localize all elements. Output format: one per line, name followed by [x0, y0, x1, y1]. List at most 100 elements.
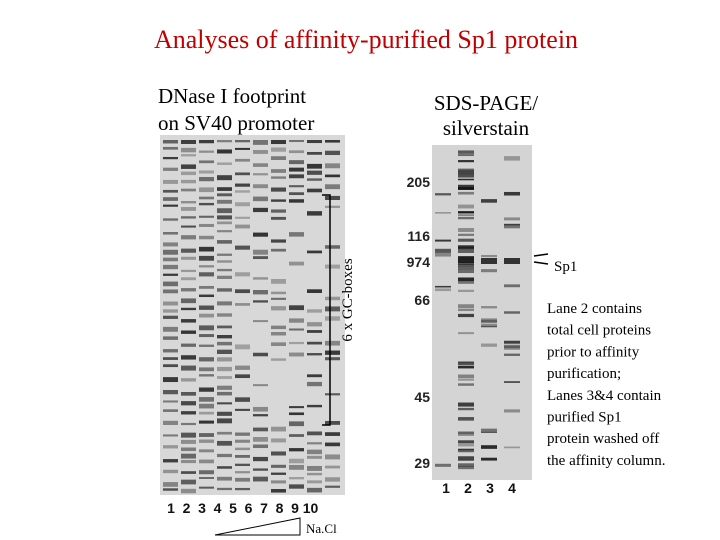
gel-band [199, 215, 214, 218]
gel-band [325, 420, 340, 425]
gel-band [271, 209, 286, 213]
gel-band [235, 374, 250, 379]
gel-band [217, 221, 232, 225]
gel-band [217, 288, 232, 292]
gel-band [199, 344, 214, 347]
gel-band [307, 374, 322, 378]
gel-band [458, 456, 474, 461]
gel-band [163, 197, 178, 201]
gel-band [481, 323, 497, 326]
gel-band [181, 307, 196, 311]
gel-band [458, 211, 474, 214]
gel-band [217, 376, 232, 379]
gel-band [199, 470, 214, 475]
gel-band [217, 431, 232, 435]
gel-band [181, 439, 196, 444]
gel-band [271, 332, 286, 336]
gel-band [181, 447, 196, 452]
gel-band [235, 245, 250, 250]
gel-band [199, 459, 214, 464]
gel-band [325, 184, 340, 190]
gel-band [435, 288, 451, 292]
gel-band [217, 335, 232, 339]
gel-band [325, 485, 340, 488]
gel-band [458, 374, 474, 379]
gel-band [235, 463, 250, 467]
gel-band [504, 284, 520, 288]
gel-band [253, 468, 268, 471]
gel-band [458, 313, 474, 318]
gel-band [458, 448, 474, 451]
gel-band [481, 319, 497, 323]
gel-band [199, 170, 214, 174]
gel-band [435, 252, 451, 257]
gel-band [435, 239, 451, 242]
gel-band [458, 150, 474, 154]
gel-band [458, 214, 474, 217]
gel-band [163, 434, 178, 437]
gel-band [163, 482, 178, 487]
gel-band [289, 305, 304, 311]
gel-band [289, 185, 304, 188]
gel-band [181, 330, 196, 334]
gel-band [504, 156, 520, 161]
gel-band [458, 365, 474, 369]
gel-band [235, 289, 250, 294]
gel-band [458, 269, 474, 274]
gel-band [271, 248, 286, 252]
gel-band [504, 224, 520, 229]
gel-band [181, 277, 196, 281]
gel-band [307, 353, 322, 356]
gel-band [271, 438, 286, 443]
gel-band [163, 156, 178, 160]
gel-band [253, 476, 268, 482]
gel-band [217, 253, 232, 256]
gel-band [235, 172, 250, 176]
gel-band [217, 275, 232, 279]
gel-band [458, 249, 474, 254]
band-label: Sp1 [554, 259, 577, 275]
gel-band [325, 306, 340, 312]
lane-label: 1 [442, 480, 450, 496]
gel-band [253, 207, 268, 213]
gel-band [458, 402, 474, 407]
gel-band [235, 365, 250, 370]
gel-band [253, 150, 268, 154]
gel-band [163, 189, 178, 193]
gel-band [253, 406, 268, 412]
gel-band [307, 170, 322, 175]
gel-band [458, 304, 474, 309]
gel-band [289, 160, 304, 165]
gel-band [253, 384, 268, 387]
gel-band [458, 448, 474, 453]
gel-band [458, 150, 474, 155]
gel-band [181, 401, 196, 406]
gel-band [253, 277, 268, 280]
gel-band [199, 255, 214, 261]
gel-band [181, 319, 196, 323]
gel-band [289, 192, 304, 196]
right-caption: SDS-PAGE/ [434, 91, 538, 115]
gel-band [458, 431, 474, 435]
marker-label: 205 [407, 174, 431, 190]
gel-band [458, 408, 474, 410]
gel-band [217, 466, 232, 469]
gel-band [217, 366, 232, 372]
gel-band [199, 334, 214, 338]
gel-band [307, 381, 322, 387]
gel-band [181, 188, 196, 192]
gel-band [217, 341, 232, 346]
gel-band [458, 168, 474, 172]
gel-band [163, 357, 178, 360]
gel-band [181, 248, 196, 253]
lane-label: 7 [260, 500, 268, 516]
gel-band [163, 420, 178, 426]
gel-band [163, 459, 178, 463]
gel-band [217, 140, 232, 143]
gel-band [325, 350, 340, 355]
gel-band [235, 471, 250, 474]
gel-band [199, 246, 214, 252]
gel-band [199, 387, 214, 392]
gel-band [271, 156, 286, 160]
